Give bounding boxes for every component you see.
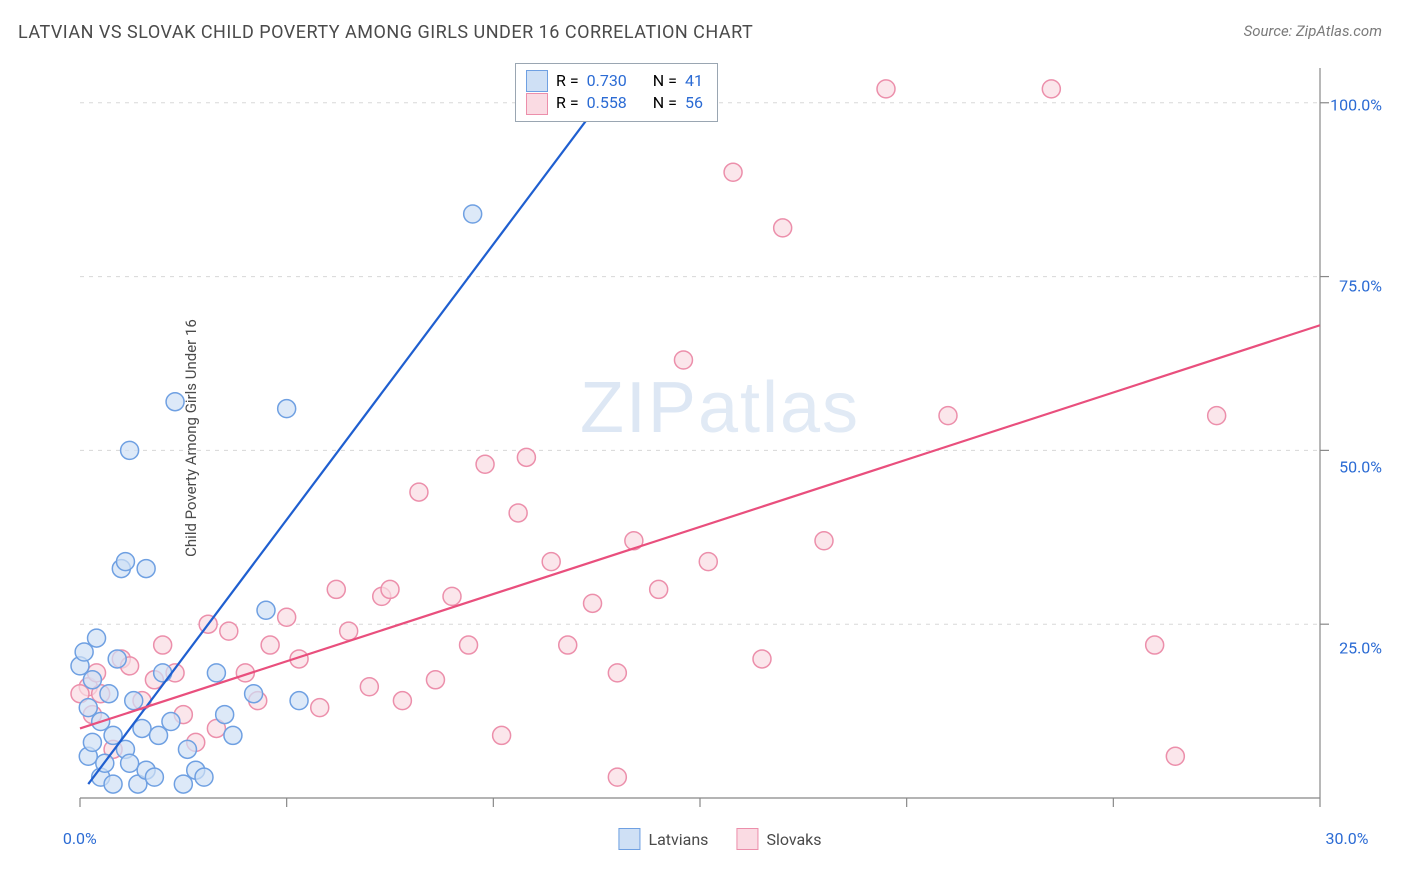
swatch-slovaks-bottom-icon bbox=[736, 828, 758, 850]
legend-row-latvians: R = 0.730 N = 41 bbox=[526, 70, 703, 92]
r-label-2: R = bbox=[556, 92, 579, 114]
chart-title: LATVIAN VS SLOVAK CHILD POVERTY AMONG GI… bbox=[18, 22, 753, 43]
n-value-2: 56 bbox=[685, 92, 703, 114]
n-label-2: N = bbox=[653, 92, 677, 114]
ytick-75: 75.0% bbox=[1339, 277, 1382, 296]
legend-item-slovaks: Slovaks bbox=[736, 828, 821, 850]
legend-row-slovaks: R = 0.558 N = 56 bbox=[526, 92, 703, 114]
ytick-100: 100.0% bbox=[1330, 96, 1382, 115]
legend-item-latvians: Latvians bbox=[618, 828, 708, 850]
series-legend: Latvians Slovaks bbox=[618, 828, 821, 850]
xtick-30: 30.0% bbox=[1326, 829, 1369, 848]
legend-label-latvians: Latvians bbox=[648, 830, 708, 849]
swatch-latvians-bottom-icon bbox=[618, 828, 640, 850]
ytick-25: 25.0% bbox=[1339, 638, 1382, 657]
correlation-legend: R = 0.730 N = 41 R = 0.558 N = 56 bbox=[515, 63, 718, 122]
xtick-0: 0.0% bbox=[63, 829, 97, 848]
r-value-2: 0.558 bbox=[587, 92, 627, 114]
r-value-1: 0.730 bbox=[587, 70, 627, 92]
n-value-1: 41 bbox=[685, 70, 703, 92]
r-label-1: R = bbox=[556, 70, 579, 92]
swatch-latvians-icon bbox=[526, 70, 548, 92]
plot-area: Child Poverty Among Girls Under 16 ZIPat… bbox=[60, 58, 1380, 818]
ytick-50: 50.0% bbox=[1339, 457, 1382, 476]
chart-svg bbox=[60, 58, 1380, 818]
swatch-slovaks-icon bbox=[526, 93, 548, 115]
n-label-1: N = bbox=[653, 70, 677, 92]
source-credit: Source: ZipAtlas.com bbox=[1244, 22, 1382, 40]
legend-label-slovaks: Slovaks bbox=[766, 830, 821, 849]
